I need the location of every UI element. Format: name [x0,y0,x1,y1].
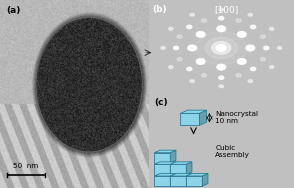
Circle shape [277,46,282,49]
Circle shape [248,13,253,16]
Circle shape [248,46,253,50]
Polygon shape [170,162,176,174]
Polygon shape [181,110,207,113]
Polygon shape [186,174,192,186]
Polygon shape [170,150,176,163]
Circle shape [205,37,237,58]
Circle shape [270,27,274,30]
Polygon shape [154,164,170,174]
Circle shape [238,32,246,37]
Polygon shape [186,174,208,176]
Circle shape [236,74,241,77]
Polygon shape [186,162,192,174]
Circle shape [219,76,224,79]
Circle shape [264,46,269,50]
Polygon shape [186,176,202,186]
Circle shape [169,27,173,30]
Text: (c): (c) [154,98,168,107]
Text: 50  nm: 50 nm [13,163,39,169]
Text: [100]: [100] [214,5,238,14]
Polygon shape [170,164,186,174]
Circle shape [196,59,205,64]
Circle shape [173,46,179,50]
Circle shape [236,19,241,22]
Polygon shape [170,174,176,186]
Polygon shape [154,176,170,186]
Circle shape [198,33,203,36]
Circle shape [260,35,265,38]
Polygon shape [202,174,208,186]
Circle shape [219,17,224,20]
Text: Cubic
Assembly: Cubic Assembly [215,145,250,158]
Circle shape [217,64,225,70]
Circle shape [196,32,205,37]
Circle shape [238,59,246,64]
Circle shape [270,66,274,69]
Circle shape [218,65,224,69]
Polygon shape [154,162,176,164]
Circle shape [219,85,223,88]
Circle shape [250,25,256,29]
Polygon shape [170,174,192,176]
Circle shape [187,67,192,71]
Circle shape [189,46,195,50]
Polygon shape [154,174,176,176]
Polygon shape [170,162,192,164]
Circle shape [216,45,226,51]
Circle shape [217,26,225,32]
Polygon shape [181,113,199,125]
Circle shape [161,46,165,49]
Circle shape [169,66,173,69]
Polygon shape [199,110,207,125]
Polygon shape [154,150,176,153]
Circle shape [239,60,245,63]
Polygon shape [170,176,186,186]
Circle shape [248,80,253,83]
Circle shape [219,8,223,11]
Text: Nanocrystal
10 nm: Nanocrystal 10 nm [215,111,258,124]
Circle shape [198,60,203,63]
Text: (a): (a) [6,6,20,15]
Circle shape [250,67,256,71]
Circle shape [190,80,194,83]
Circle shape [177,35,182,38]
Circle shape [212,42,231,54]
Circle shape [201,19,206,22]
Circle shape [260,58,265,61]
Circle shape [177,58,182,61]
Circle shape [196,31,247,65]
Text: (b): (b) [152,5,167,14]
Polygon shape [154,153,170,163]
Circle shape [187,25,192,29]
Circle shape [201,74,206,77]
Circle shape [246,45,255,51]
Circle shape [190,13,194,16]
Circle shape [188,45,196,51]
Circle shape [218,27,224,31]
Circle shape [239,33,245,36]
